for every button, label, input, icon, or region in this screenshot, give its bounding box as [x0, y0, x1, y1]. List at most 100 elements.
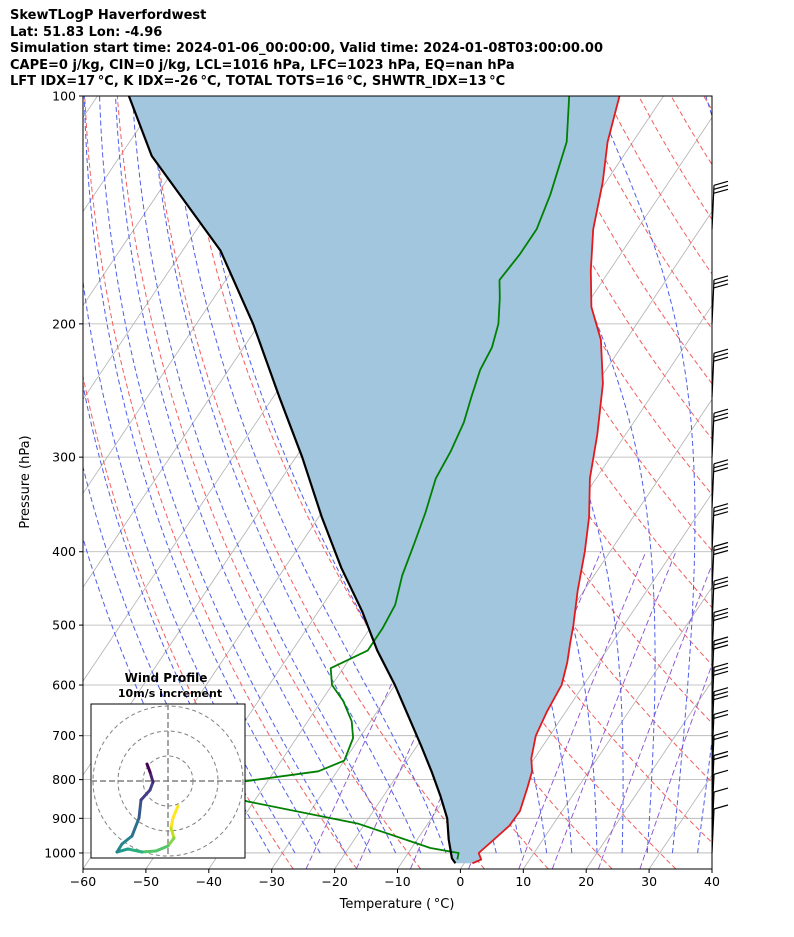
isotherm-line — [522, 586, 712, 869]
chart-title: SkewTLogP Haverfordwest — [10, 8, 207, 23]
wind-barb — [711, 348, 729, 398]
x-tick-label: −50 — [133, 874, 159, 889]
barb-flag — [713, 467, 729, 473]
location-line: Lat: 51.83 Lon: -4.96 — [10, 24, 163, 40]
inset-trace-segment — [169, 826, 176, 840]
inset-trace-segment — [137, 798, 143, 820]
barb-flag — [713, 511, 729, 517]
wind-barbs — [711, 96, 729, 869]
inset-trace-segment — [148, 770, 155, 784]
barb-flag — [713, 463, 729, 469]
barb-flag — [713, 545, 729, 552]
y-tick-label: 100 — [52, 89, 76, 104]
x-tick-label: 40 — [704, 874, 720, 889]
barb-flag — [713, 644, 729, 650]
dry-adiabat — [769, 96, 794, 869]
barb-flag — [713, 283, 729, 289]
wind-barb — [711, 636, 729, 686]
moist-adiabat — [170, 96, 447, 854]
inset-trace-segment — [154, 844, 170, 853]
wind-barb — [711, 180, 729, 230]
barb-flag — [713, 713, 729, 719]
inset-title: Wind Profile — [125, 671, 208, 685]
dry-adiabat — [703, 96, 712, 111]
isotherm-line — [585, 680, 712, 869]
wind-barb — [711, 459, 729, 508]
barb-flag — [713, 352, 729, 358]
isotherm-line — [775, 96, 794, 869]
shaded-area — [128, 96, 620, 864]
inset-trace-segment — [169, 816, 175, 830]
axis-ticks: −60 −50 −40 −30 −20 −10 0 10 20 30 40 1000 900 800 700… — [44, 89, 720, 890]
x-tick-label: −60 — [70, 874, 96, 889]
barb-flag — [713, 640, 729, 646]
y-tick-label: 200 — [52, 316, 76, 331]
wind-barb — [711, 804, 729, 854]
x-tick-label: 30 — [641, 874, 657, 889]
barb-flag — [713, 769, 729, 775]
inset-trace-segment — [115, 842, 124, 854]
inset-trace-segment — [126, 847, 144, 854]
mixing-ratio-line — [639, 663, 712, 869]
barb-flag — [713, 356, 729, 362]
y-tick-label: 600 — [52, 678, 76, 693]
dry-adiabat — [279, 96, 712, 844]
wind-barb — [711, 576, 729, 626]
barb-flag — [713, 735, 729, 741]
indices-line-1: CAPE=0 j/kg, CIN=0 j/kg, LCL=1016 hPa, L… — [10, 57, 515, 73]
mixing-ratio-line — [518, 551, 647, 869]
dry-adiabat — [638, 96, 712, 221]
temperature-line — [472, 96, 621, 865]
barb-flag — [713, 731, 729, 737]
barb-flag — [713, 687, 729, 693]
barb-flag — [713, 408, 729, 414]
mixing-ratio-line — [597, 563, 712, 869]
isotherm-line — [83, 96, 287, 401]
indices-line-2: LFT IDX=17 °C, K IDX=-26 °C, TOTAL TOTS=… — [10, 74, 506, 89]
barb-flag — [713, 279, 729, 285]
chart-header: SkewTLogP Haverfordwest Lat: 51.83 Lon: … — [10, 8, 790, 91]
moist-adiabat — [83, 465, 246, 854]
parcel-line — [127, 96, 457, 864]
x-tick-label: −40 — [196, 874, 222, 889]
barb-flag — [713, 636, 729, 642]
barb-flag — [713, 750, 729, 757]
isotherm-line — [460, 492, 712, 869]
barb-flag — [713, 804, 729, 810]
y-tick-label: 300 — [52, 450, 76, 465]
x-tick-label: −30 — [259, 874, 285, 889]
inset-trace-segment — [140, 849, 158, 854]
moist-adiabat — [697, 96, 712, 854]
x-tick-label: 0 — [456, 874, 464, 889]
x-tick-label: −10 — [384, 874, 410, 889]
dry-adiabat — [736, 96, 794, 869]
barb-flag — [713, 576, 729, 582]
wind-barb — [711, 275, 729, 324]
moist-adiabat — [99, 96, 346, 854]
dry-adiabat — [572, 96, 712, 330]
moist-adiabat — [83, 278, 296, 854]
wind-barb — [711, 408, 729, 458]
isotherm-line — [83, 96, 224, 307]
wind-profile-inset: Wind Profile 10m/s increment — [90, 671, 246, 859]
barb-flag — [713, 541, 729, 548]
inset-trace-segment — [139, 788, 152, 802]
barb-flag — [713, 709, 729, 715]
dry-adiabat — [83, 374, 294, 869]
barb-flag — [713, 459, 729, 465]
moist-adiabat — [500, 96, 656, 854]
barb-flag — [713, 666, 729, 672]
moist-adiabat — [83, 536, 220, 854]
barb-flag — [713, 584, 729, 590]
inset-trace-segment — [171, 804, 180, 820]
moist-adiabat — [723, 96, 794, 853]
moist-adiabat — [115, 96, 371, 854]
times-line: Simulation start time: 2024-01-06_00:00:… — [10, 41, 603, 56]
moist-adiabat — [83, 96, 321, 854]
dry-adiabat — [475, 96, 712, 496]
barb-flag — [713, 416, 729, 422]
x-axis-label: Temperature ( °C) — [339, 897, 455, 912]
barb-flag — [713, 412, 729, 418]
moist-adiabat — [594, 96, 696, 854]
